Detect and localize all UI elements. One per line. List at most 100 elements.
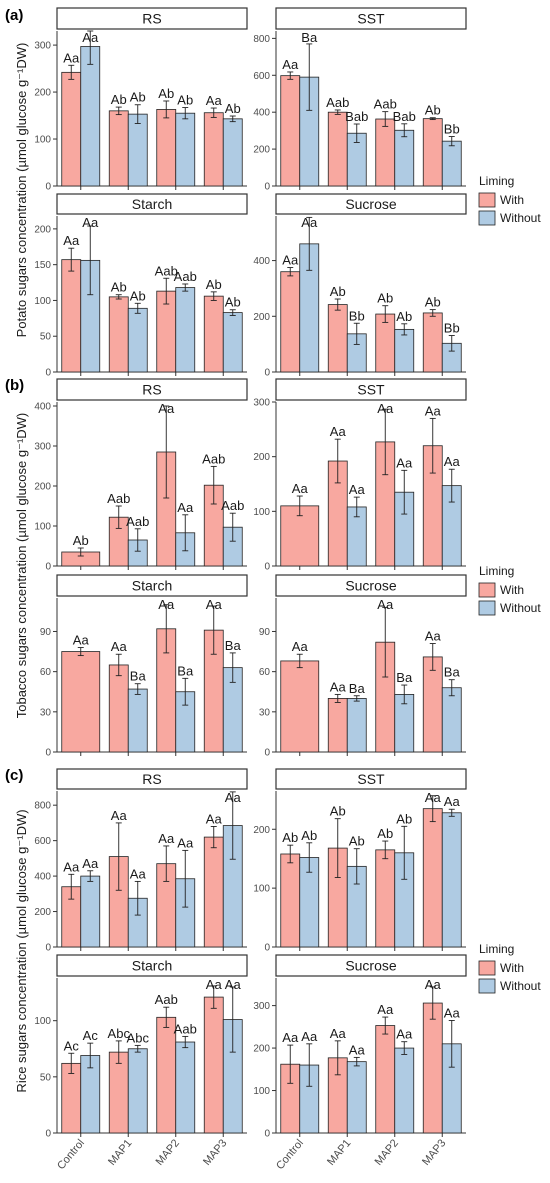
significance-label: Ba	[225, 638, 242, 653]
significance-label: Aa	[158, 401, 175, 416]
y-tick-label: 0	[45, 562, 51, 573]
facet-strip	[275, 378, 467, 401]
bar-with	[327, 698, 348, 753]
facet-title: SST	[357, 382, 385, 398]
significance-label: Aa	[225, 977, 242, 992]
y-tick-label: 0	[264, 182, 270, 193]
significance-label: Ab	[425, 295, 441, 310]
facet-title: RS	[142, 771, 161, 787]
y-axis-label: Rice sugars concentration (µmol glucose …	[14, 809, 29, 1092]
facet-strip	[275, 193, 467, 215]
significance-label: Aa	[444, 794, 461, 809]
bar-with	[375, 849, 396, 948]
significance-label: Aa	[425, 629, 442, 644]
bar-with	[280, 75, 301, 187]
significance-label: Aa	[177, 500, 194, 515]
legend-title: Liming	[479, 174, 514, 188]
y-tick-label: 300	[34, 442, 51, 453]
significance-label: Aa	[111, 639, 128, 654]
significance-label: Aa	[292, 481, 309, 496]
facet-title: Sucrose	[345, 196, 397, 212]
y-tick-label: 100	[253, 507, 270, 518]
bar-with	[203, 996, 224, 1134]
significance-label: Aab	[155, 992, 178, 1007]
facet-title: SST	[357, 771, 385, 787]
bar-with	[108, 1051, 129, 1134]
y-axis-label: Potato sugars concentration (µmol glucos…	[14, 43, 29, 338]
bar-with	[327, 304, 348, 373]
significance-label: Bb	[444, 122, 460, 137]
legend: Liming With Without	[478, 942, 541, 994]
y-tick-label: 200	[253, 1044, 270, 1055]
bar-without	[346, 1061, 367, 1134]
bar-with	[375, 118, 396, 187]
significance-label: Aa	[349, 482, 366, 497]
significance-label: Aa	[63, 50, 80, 65]
bar-with	[422, 1002, 443, 1134]
facet-title: Sucrose	[345, 958, 397, 974]
y-tick-label: 200	[253, 312, 270, 323]
y-tick-label: 50	[40, 332, 52, 343]
significance-label: Ba	[177, 663, 194, 678]
bar-with	[203, 295, 224, 373]
panel-tag: (b)	[5, 377, 24, 394]
x-tick-label: MAP3	[201, 1137, 229, 1168]
significance-label: Aa	[206, 977, 223, 992]
significance-label: Ab	[396, 811, 412, 826]
significance-label: Ab	[396, 309, 412, 324]
bar-without	[222, 118, 243, 187]
bar-with	[61, 259, 82, 373]
facet-title: SST	[357, 11, 385, 27]
bar-with	[280, 271, 301, 373]
significance-label: Ab	[225, 295, 241, 310]
y-tick-label: 100	[34, 296, 51, 307]
bar-without	[394, 129, 415, 187]
significance-label: Bab	[345, 109, 368, 124]
bar-with	[280, 660, 320, 753]
bar-with	[203, 836, 224, 948]
y-tick-label: 400	[253, 108, 270, 119]
bar-without	[441, 812, 462, 948]
y-tick-label: 300	[253, 398, 270, 409]
facet-strip	[56, 768, 248, 790]
significance-label: Aa	[425, 790, 442, 805]
significance-label: Aa	[377, 597, 394, 612]
y-tick-label: 0	[264, 1129, 270, 1140]
facet-title: Starch	[132, 196, 172, 212]
x-tick-label: Control	[55, 1137, 87, 1172]
facet-title: Starch	[132, 958, 172, 974]
panel-tag: (c)	[5, 767, 23, 784]
significance-label: Abc	[108, 1026, 131, 1041]
significance-label: Ab	[158, 86, 174, 101]
y-tick-label: 200	[34, 482, 51, 493]
significance-label: Ab	[111, 280, 127, 295]
significance-label: Aa	[130, 866, 147, 881]
bar-without	[394, 1047, 415, 1134]
significance-label: Aa	[377, 1002, 394, 1017]
bar-without	[80, 46, 101, 187]
x-tick-label: MAP3	[420, 1137, 448, 1168]
facet-title: Starch	[132, 578, 172, 594]
significance-label: Aab	[174, 269, 197, 284]
significance-label: Ba	[349, 681, 366, 696]
y-tick-label: 0	[264, 562, 270, 573]
y-tick-label: 800	[34, 801, 51, 812]
facet-strip	[275, 7, 467, 30]
bar-without	[394, 328, 415, 373]
significance-label: Aa	[225, 790, 242, 805]
x-tick-label: Control	[274, 1137, 306, 1172]
bar-without	[175, 112, 196, 187]
significance-label: Aab	[374, 97, 397, 112]
bar-without	[127, 113, 148, 187]
legend-swatch-without	[478, 600, 496, 616]
significance-label: Ba	[396, 670, 413, 685]
bar-with	[203, 112, 224, 187]
panel-tag: (a)	[5, 7, 23, 24]
y-axis-label: Tobacco sugars concentration (µmol gluco…	[14, 413, 29, 719]
legend-label-with: With	[500, 961, 524, 975]
